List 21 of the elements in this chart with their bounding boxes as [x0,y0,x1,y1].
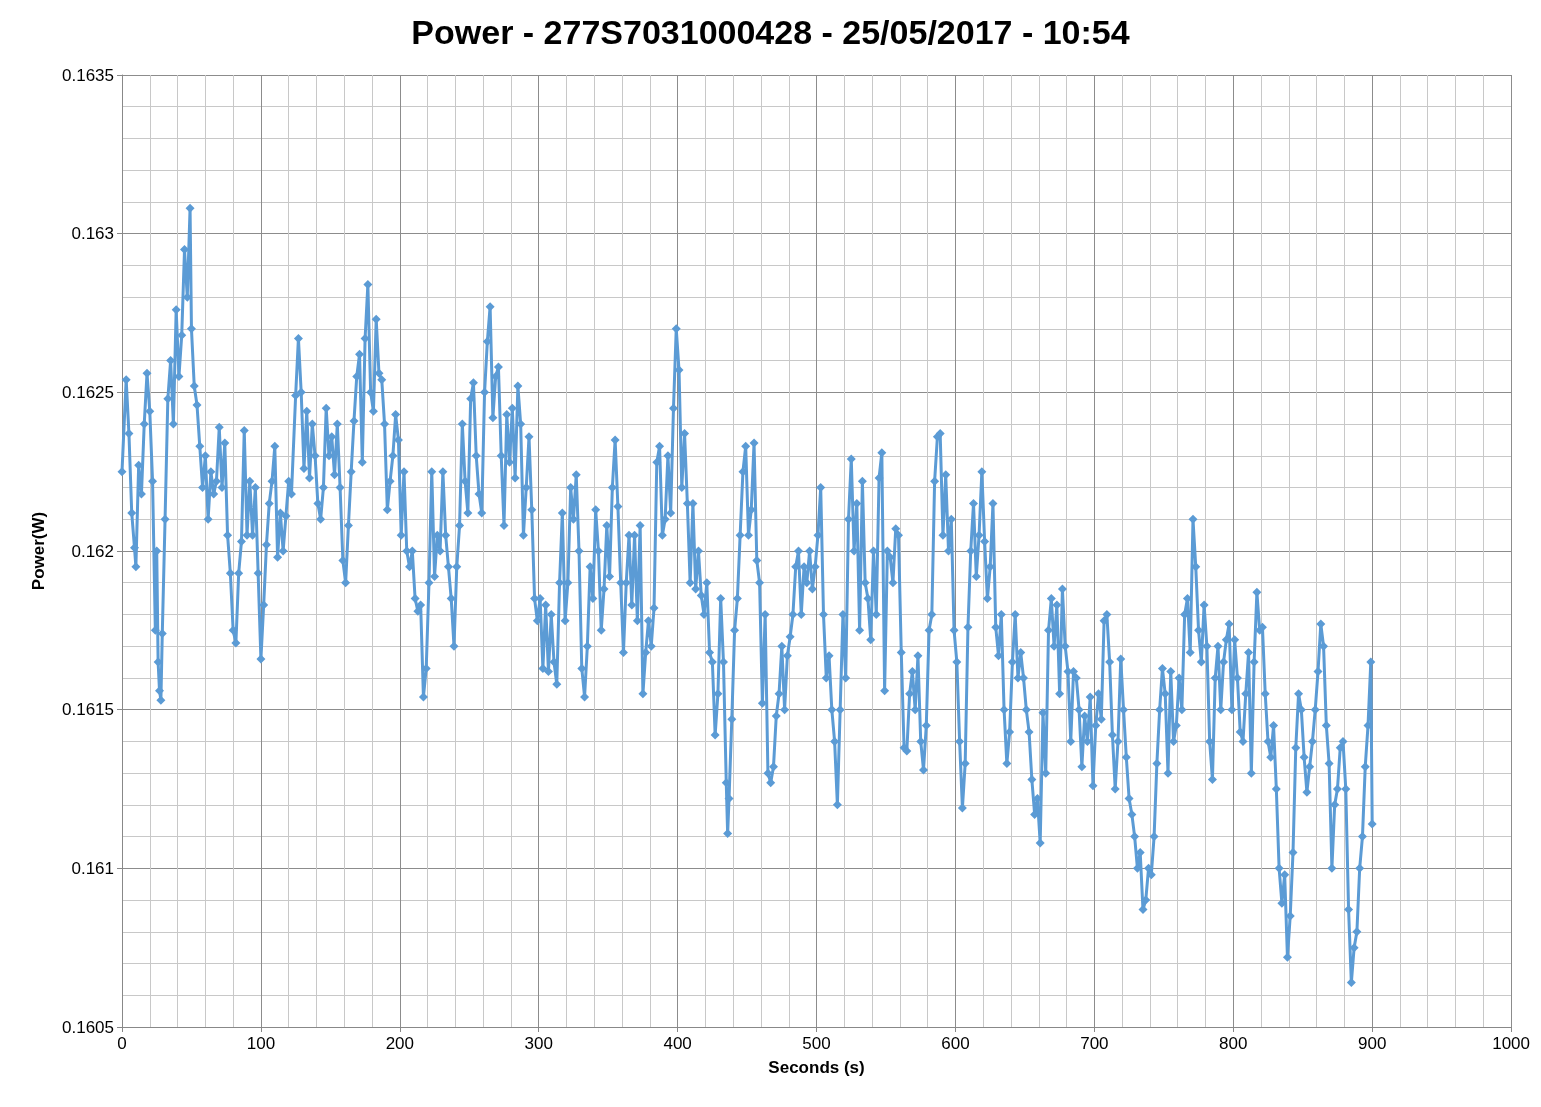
y-tick-label: 0.1625 [62,382,114,402]
x-tick-label: 1000 [1492,1034,1530,1053]
y-tick-label: 0.161 [71,858,114,878]
x-tick-label: 800 [1219,1034,1248,1053]
x-tick-label: 500 [802,1034,831,1053]
x-tick-label: 900 [1357,1034,1387,1053]
x-tick-label: 400 [663,1034,692,1053]
y-tick-label: 0.1615 [62,700,114,720]
x-tick-label: 700 [1080,1034,1109,1053]
y-tick-label: 0.163 [71,224,114,244]
x-tick-label: 600 [941,1034,970,1053]
x-tick-label: 300 [524,1034,553,1053]
y-tick-label: 0.1635 [62,65,114,85]
chart-title: Power - 277S7031000428 - 25/05/2017 - 10:54 [411,13,1130,51]
y-axis-title: Power(W) [29,511,48,591]
x-tick-label: 0 [117,1034,127,1053]
x-axis-title: Seconds (s) [768,1058,865,1077]
y-tick-label: 0.1605 [62,1017,114,1037]
y-tick-label: 0.162 [71,541,114,561]
x-tick-label: 200 [385,1034,415,1053]
x-tick-label: 100 [246,1034,276,1053]
